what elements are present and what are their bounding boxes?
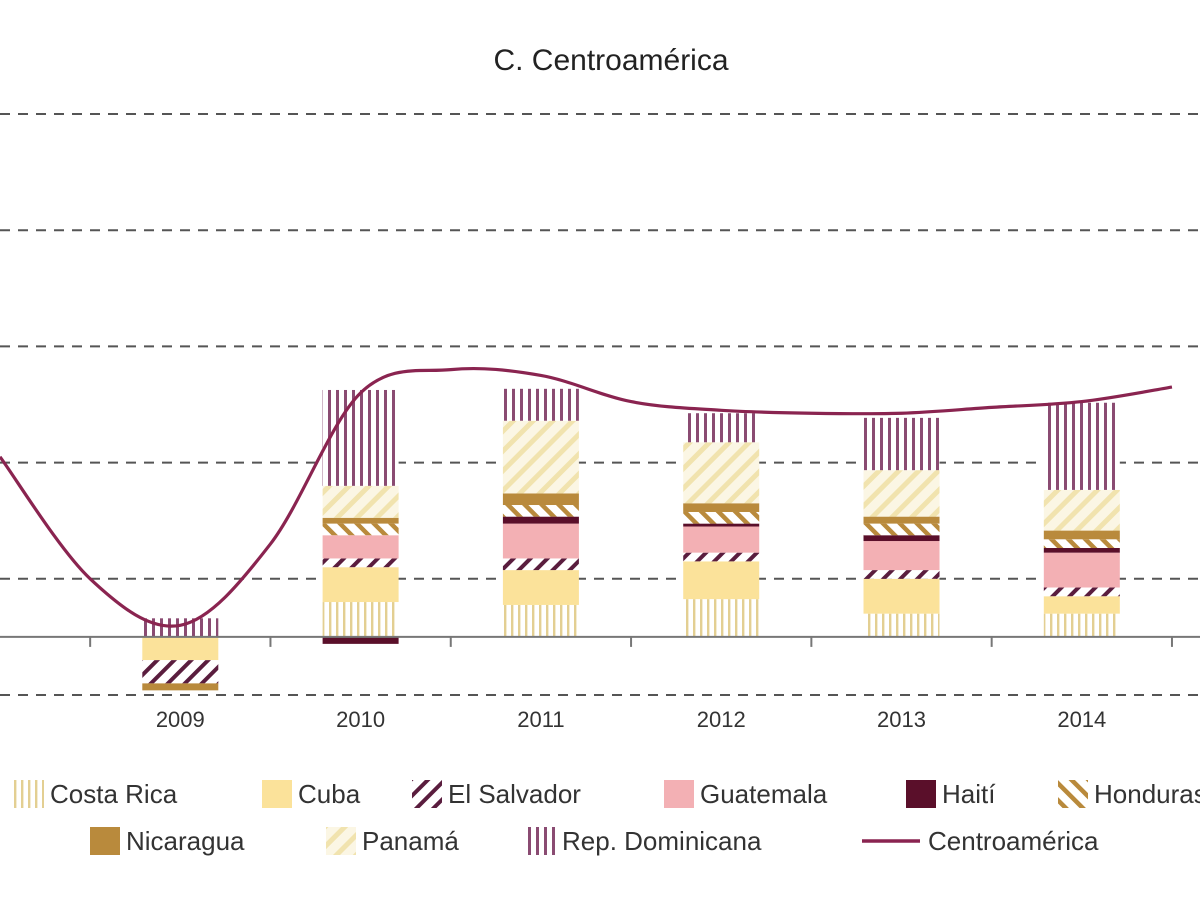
series-line-centroamerica — [0, 367, 1173, 628]
bar-segment — [322, 535, 399, 559]
legend-label: Rep. Dominicana — [562, 826, 762, 856]
legend-swatch — [664, 780, 694, 808]
bar-segment — [863, 535, 940, 542]
legend-swatch — [326, 827, 356, 855]
legend-swatch — [526, 827, 556, 855]
bar-segment — [863, 516, 940, 524]
bar-segment — [683, 526, 760, 553]
chart-title: C. Centroamérica — [493, 44, 728, 77]
x-axis: 2009 2010 2011 2012 2013 2014 — [0, 635, 1200, 732]
legend-item: Guatemala — [664, 779, 828, 809]
bar-segment — [1043, 548, 1120, 553]
bar-segment — [142, 636, 219, 661]
bar-segment — [683, 511, 760, 524]
bar-segment — [502, 505, 579, 517]
bar-segment — [322, 389, 399, 486]
bar-segment — [863, 470, 940, 517]
bar-segment — [1043, 613, 1120, 637]
bar-segment — [322, 636, 399, 644]
legend-label: Nicaragua — [126, 826, 245, 856]
bar-segment — [322, 602, 399, 637]
legend: Costa Rica Cuba El Salvador Guatemala Haití H… — [14, 779, 1200, 856]
legend-swatch — [906, 780, 936, 808]
bar-segment — [502, 604, 579, 637]
bar-segment — [863, 417, 940, 471]
bar-segment — [502, 523, 579, 559]
bar-segment — [683, 503, 760, 512]
bar-segment — [863, 613, 940, 637]
bar-segment — [502, 558, 579, 571]
bar-segment — [863, 541, 940, 571]
legend-item: Costa Rica — [14, 779, 178, 809]
x-tick-label: 2013 — [877, 707, 926, 732]
bar-segment — [1043, 489, 1120, 531]
bar-segment — [1043, 539, 1120, 549]
bar-segment — [1043, 587, 1120, 597]
bar-segment — [502, 493, 579, 506]
legend-item: Haití — [906, 779, 996, 809]
legend-swatch — [14, 780, 44, 808]
x-tick-label: 2014 — [1057, 707, 1106, 732]
legend-item: Centroamérica — [862, 826, 1099, 856]
grid-lines — [0, 113, 1200, 696]
bar-segment — [1043, 596, 1120, 614]
legend-label: Haití — [942, 779, 996, 809]
legend-label: Panamá — [362, 826, 459, 856]
bar-segment — [683, 413, 760, 443]
x-tick-label: 2010 — [336, 707, 385, 732]
bar-segment — [1043, 552, 1120, 588]
legend-label: Guatemala — [700, 779, 828, 809]
bar-segment — [322, 523, 399, 536]
bar-segment — [142, 618, 219, 637]
legend-item: Nicaragua — [90, 826, 245, 856]
bar-segment — [142, 660, 219, 684]
legend-item: Panamá — [326, 826, 459, 856]
centroamerica-line — [0, 367, 1173, 628]
bar-segment — [502, 388, 579, 421]
legend-swatch — [262, 780, 292, 808]
bar-segment — [683, 442, 760, 504]
legend-swatch — [1058, 780, 1088, 808]
bar-segment — [863, 570, 940, 579]
legend-item: Cuba — [262, 779, 361, 809]
bar-segment — [502, 516, 579, 524]
bar-segment — [322, 558, 399, 568]
legend-swatch — [90, 827, 120, 855]
x-tick-label: 2012 — [697, 707, 746, 732]
legend-label: Costa Rica — [50, 779, 178, 809]
bar-segment — [142, 683, 219, 691]
legend-item: Rep. Dominicana — [526, 826, 762, 856]
legend-label: Centroamérica — [928, 826, 1099, 856]
bar-segment — [863, 523, 940, 536]
bar-segment — [502, 420, 579, 494]
bar-segment — [322, 485, 399, 518]
bar-segment — [863, 578, 940, 614]
stacked-bars — [142, 388, 1120, 691]
bar-segment — [322, 517, 399, 524]
bar-segment — [683, 552, 760, 562]
bar-segment — [683, 561, 760, 600]
legend-swatch — [412, 780, 442, 808]
bar-segment — [683, 599, 760, 637]
legend-label: El Salvador — [448, 779, 581, 809]
legend-label: Honduras — [1094, 779, 1200, 809]
bar-segment — [683, 523, 760, 527]
legend-item: El Salvador — [412, 779, 581, 809]
bar-segment — [502, 570, 579, 605]
x-tick-label: 2009 — [156, 707, 205, 732]
x-tick-label: 2011 — [517, 707, 564, 732]
legend-label: Cuba — [298, 779, 361, 809]
legend-item: Honduras — [1058, 779, 1200, 809]
bar-segment — [1043, 402, 1120, 490]
bar-segment — [1043, 530, 1120, 540]
bar-segment — [322, 567, 399, 603]
